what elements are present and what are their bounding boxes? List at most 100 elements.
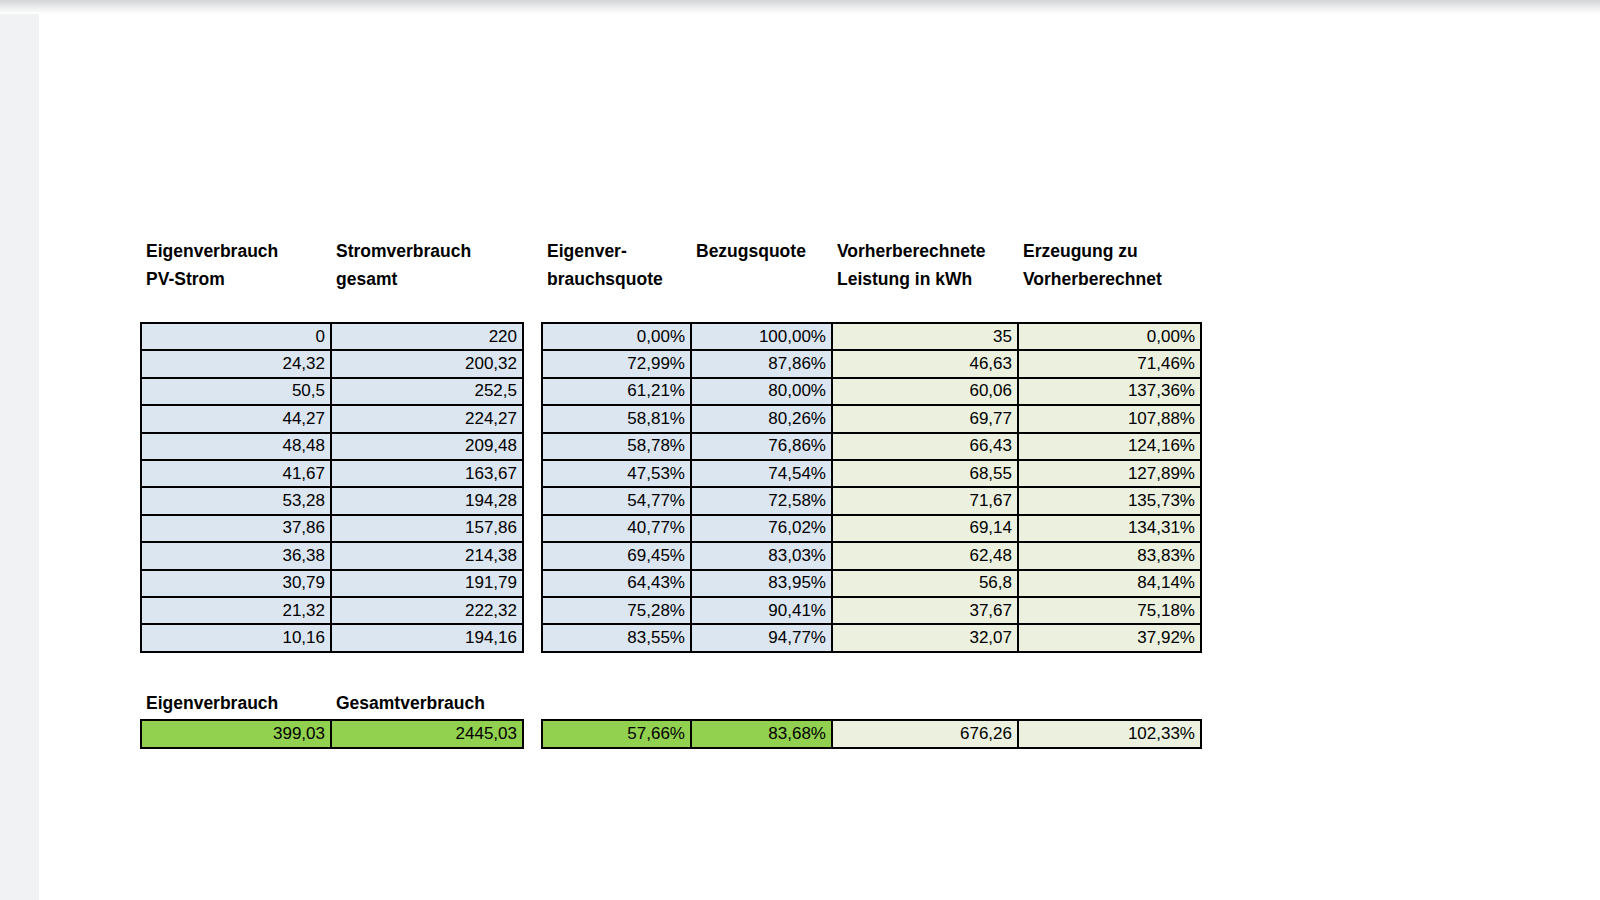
- table-row: 44,27224,27: [142, 406, 522, 433]
- summary-headers: Eigenverbrauch Gesamtverbrauch: [140, 691, 520, 715]
- cell: 134,31%: [1019, 516, 1200, 541]
- cell: 72,58%: [692, 488, 833, 513]
- cell: 76,02%: [692, 516, 833, 541]
- cell: 64,43%: [543, 571, 692, 596]
- cell: 137,36%: [1019, 379, 1200, 404]
- header-line: Vorherberechnete: [837, 237, 1017, 265]
- cell: 68,55: [833, 461, 1019, 486]
- cell: 53,28: [142, 488, 332, 513]
- cell: 127,89%: [1019, 461, 1200, 486]
- cell: 44,27: [142, 406, 332, 431]
- table-row: 50,5252,5: [142, 379, 522, 406]
- table-row: 72,99%87,86%46,6371,46%: [543, 351, 1200, 378]
- cell: 194,28: [332, 488, 522, 513]
- table-row: 30,79191,79: [142, 571, 522, 598]
- cell: 46,63: [833, 351, 1019, 376]
- summary-cell-gesamtverbrauch-total: 2445,03: [332, 721, 522, 747]
- cell: 252,5: [332, 379, 522, 404]
- cell: 76,86%: [692, 434, 833, 459]
- cell: 37,92%: [1019, 625, 1200, 650]
- summary-cell-eigenverbrauch-total: 399,03: [142, 721, 332, 747]
- table-row: 61,21%80,00%60,06137,36%: [543, 379, 1200, 406]
- column-header-bezugsquote: Bezugsquote: [690, 237, 831, 293]
- table-row: 48,48209,48: [142, 434, 522, 461]
- summary-row: 399,03 2445,03: [142, 721, 522, 747]
- column-header-eigenverbrauchsquote: Eigenver- brauchsquote: [541, 237, 690, 293]
- cell: 163,67: [332, 461, 522, 486]
- table-row: 83,55%94,77%32,0737,92%: [543, 625, 1200, 650]
- table-row: 47,53%74,54%68,55127,89%: [543, 461, 1200, 488]
- header-line: Leistung in kWh: [837, 265, 1017, 293]
- column-header-stromverbrauch-gesamt: Stromverbrauch gesamt: [330, 237, 520, 293]
- cell: 0,00%: [543, 324, 692, 349]
- cell: 47,53%: [543, 461, 692, 486]
- cell: 107,88%: [1019, 406, 1200, 431]
- summary-header-eigenverbrauch: Eigenverbrauch: [140, 691, 330, 715]
- summary-row: 57,66% 83,68% 676,26 102,33%: [543, 721, 1200, 747]
- cell: 0,00%: [1019, 324, 1200, 349]
- cell: 41,67: [142, 461, 332, 486]
- table-row: 37,86157,86: [142, 516, 522, 543]
- table-row: 69,45%83,03%62,4883,83%: [543, 543, 1200, 570]
- column-gap: [520, 237, 541, 293]
- cell: 194,16: [332, 625, 522, 650]
- header-line: brauchsquote: [547, 265, 690, 293]
- cell: 56,8: [833, 571, 1019, 596]
- header-line: Erzeugung zu: [1023, 237, 1198, 265]
- data-table-quotas: 0,00%100,00%350,00% 72,99%87,86%46,6371,…: [541, 322, 1202, 653]
- data-table-consumption: 0220 24,32200,32 50,5252,5 44,27224,27 4…: [140, 322, 524, 653]
- cell: 90,41%: [692, 598, 833, 623]
- cell: 75,28%: [543, 598, 692, 623]
- cell: 83,03%: [692, 543, 833, 568]
- cell: 83,95%: [692, 571, 833, 596]
- table-row: 40,77%76,02%69,14134,31%: [543, 516, 1200, 543]
- table-row: 10,16194,16: [142, 625, 522, 650]
- toolbar-shadow: [0, 0, 1600, 14]
- cell: 58,78%: [543, 434, 692, 459]
- summary-cell-vorherberechnete-leistung: 676,26: [833, 721, 1019, 747]
- summary-table-quotas: 57,66% 83,68% 676,26 102,33%: [541, 719, 1202, 749]
- header-line: gesamt: [336, 265, 520, 293]
- cell: 72,99%: [543, 351, 692, 376]
- header-line: Stromverbrauch: [336, 237, 520, 265]
- cell: 60,06: [833, 379, 1019, 404]
- header-line: Vorherberechnet: [1023, 265, 1198, 293]
- cell: 75,18%: [1019, 598, 1200, 623]
- cell: 220: [332, 324, 522, 349]
- table-row: 21,32222,32: [142, 598, 522, 625]
- cell: 224,27: [332, 406, 522, 431]
- cell: 83,55%: [543, 625, 692, 650]
- cell: 37,67: [833, 598, 1019, 623]
- cell: 69,45%: [543, 543, 692, 568]
- cell: 66,43: [833, 434, 1019, 459]
- cell: 100,00%: [692, 324, 833, 349]
- cell: 200,32: [332, 351, 522, 376]
- summary-cell-erzeugung-zu-vorherberechnet: 102,33%: [1019, 721, 1200, 747]
- table-row: 75,28%90,41%37,6775,18%: [543, 598, 1200, 625]
- cell: 135,73%: [1019, 488, 1200, 513]
- cell: 54,77%: [543, 488, 692, 513]
- column-header-erzeugung-zu-vorherberechnet: Erzeugung zu Vorherberechnet: [1017, 237, 1198, 293]
- cell: 191,79: [332, 571, 522, 596]
- cell: 0: [142, 324, 332, 349]
- summary-cell-bezugsquote: 83,68%: [692, 721, 833, 747]
- table-row: 53,28194,28: [142, 488, 522, 515]
- cell: 124,16%: [1019, 434, 1200, 459]
- header-line: PV-Strom: [146, 265, 330, 293]
- cell: 61,21%: [543, 379, 692, 404]
- cell: 87,86%: [692, 351, 833, 376]
- table-row: 41,67163,67: [142, 461, 522, 488]
- header-line: Bezugsquote: [696, 237, 831, 265]
- cell: 209,48: [332, 434, 522, 459]
- table-row: 0,00%100,00%350,00%: [543, 324, 1200, 351]
- cell: 30,79: [142, 571, 332, 596]
- cell: 84,14%: [1019, 571, 1200, 596]
- table-row: 24,32200,32: [142, 351, 522, 378]
- cell: 24,32: [142, 351, 332, 376]
- table-row: 64,43%83,95%56,884,14%: [543, 571, 1200, 598]
- header-line: Eigenverbrauch: [146, 237, 330, 265]
- cell: 62,48: [833, 543, 1019, 568]
- cell: 50,5: [142, 379, 332, 404]
- cell: 71,67: [833, 488, 1019, 513]
- cell: 37,86: [142, 516, 332, 541]
